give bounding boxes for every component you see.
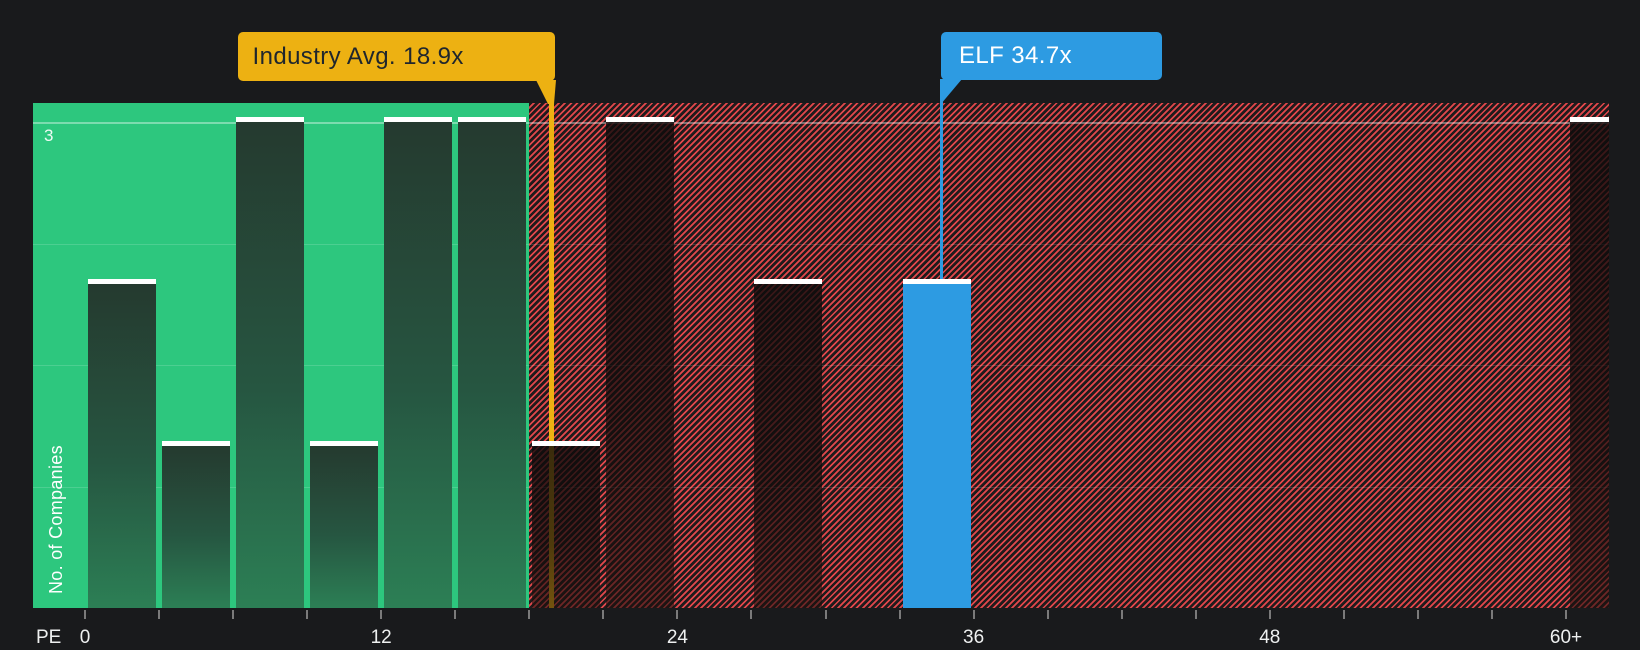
industry-avg-callout: Industry Avg. 18.9x [237,32,555,81]
x-axis-tick [750,610,753,619]
x-axis-tick [1342,610,1345,619]
x-axis-tick [1268,610,1271,619]
bar-bin-0 [88,279,157,608]
gridline [33,122,1609,124]
x-axis-tick [380,610,383,619]
x-axis-tick-label: 0 [79,627,91,648]
x-axis-tick [602,610,605,619]
bar-bin-12 [384,117,453,608]
x-axis-tick [454,610,457,619]
industry-avg-callout-tail [536,80,556,104]
x-axis-tick [1565,610,1567,619]
x-axis-tick [528,610,531,619]
elf-marker-line [940,79,943,279]
elf-bar [902,279,971,608]
elf-callout-tail [940,79,962,102]
x-axis-tick [1120,610,1123,619]
x-axis-tick-label: 60+ [1549,627,1583,648]
elf-callout-label: ELF 34.7x [959,42,1072,69]
x-axis-tick-label: 12 [370,627,392,648]
x-axis-tick [158,610,161,619]
x-axis-tick [824,610,827,619]
bar-bin-3 [162,441,231,608]
bar-bin-27 [754,279,823,608]
x-axis-tick [306,610,309,619]
bar-bin-15 [458,117,527,608]
bar-bin-18 [532,441,601,608]
x-axis-tick-label: 36 [963,627,985,648]
x-axis-tick-label: 48 [1259,627,1281,648]
bar-bin-60 [1570,117,1609,608]
elf-callout: ELF 34.7x [941,32,1162,80]
bar-bin-9 [310,441,379,608]
above-average-zone [529,103,1609,608]
x-axis-tick [676,610,679,619]
bar-bin-21 [606,117,675,608]
y-axis-title: No. of Companies [46,445,66,594]
y-axis-max-tick-label: 3 [44,126,54,145]
x-axis-tick [972,610,975,619]
x-axis-tick [1416,610,1419,619]
x-axis-tick [84,610,86,619]
plot-area: 3 No. of Companies [33,103,1609,608]
x-axis-tick [898,610,901,619]
gridline [33,243,1609,245]
x-axis-tick-label: 24 [666,627,688,648]
x-axis-title: PE [36,627,62,648]
bar-bin-6 [236,117,305,608]
x-axis-tick [1046,610,1049,619]
industry-average-line [549,103,554,608]
x-axis-tick [1490,610,1493,619]
industry-avg-callout-label: Industry Avg. 18.9x [252,43,464,70]
x-axis-tick [1194,610,1197,619]
x-axis-tick [232,610,235,619]
